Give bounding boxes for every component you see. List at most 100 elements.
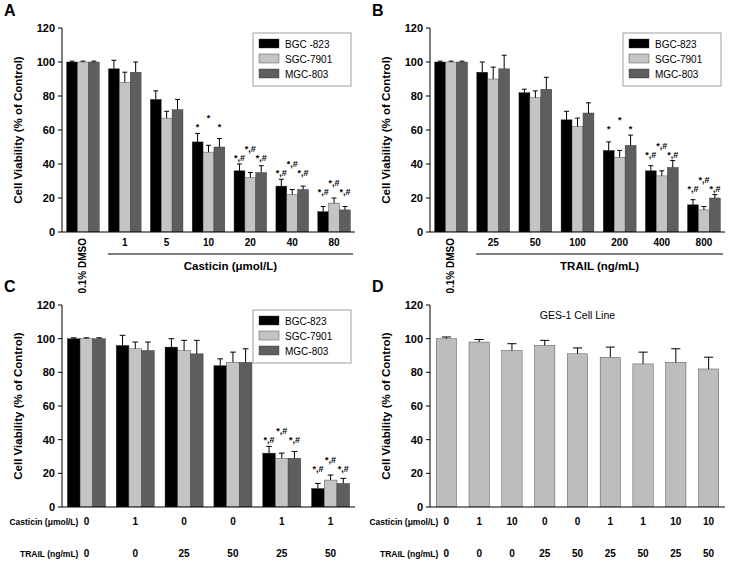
- error-line: [692, 200, 693, 205]
- legend-label: SGC-7901: [285, 54, 333, 65]
- error-bar: [266, 446, 272, 453]
- y-tick-label: 120: [37, 22, 55, 34]
- bar: [192, 142, 203, 232]
- bar: [227, 362, 240, 507]
- error-bar: [279, 453, 285, 458]
- bar: [535, 345, 555, 507]
- annotation: *: [207, 113, 211, 123]
- error-cap: [237, 164, 242, 165]
- bar: [165, 347, 178, 507]
- error-bar: [194, 340, 200, 353]
- bar: [119, 82, 130, 232]
- error-cap: [628, 135, 633, 136]
- y-tick-label: 0: [49, 501, 55, 513]
- error-bar: [638, 352, 647, 364]
- error-bar: [164, 111, 169, 118]
- y-tick-label: 60: [43, 124, 55, 136]
- bar: [67, 339, 80, 507]
- error-bar: [133, 62, 138, 72]
- x-group-line: [108, 254, 353, 255]
- panel-label: D: [372, 278, 384, 295]
- legend-label: MGC-803: [655, 69, 699, 80]
- panel-label: A: [4, 2, 16, 19]
- error-cap: [659, 170, 664, 171]
- error-cap: [71, 337, 77, 338]
- error-cap: [111, 60, 116, 61]
- error-line: [232, 352, 233, 362]
- x-tick-label: 0: [444, 548, 450, 559]
- x-tick-label: 0: [542, 516, 548, 527]
- error-line: [661, 171, 662, 176]
- y-tick: [58, 439, 62, 440]
- y-tick-label: 100: [37, 333, 55, 345]
- y-tick: [426, 198, 430, 199]
- y-tick-label: 20: [411, 467, 423, 479]
- title: GES-1 Cell Line: [540, 309, 615, 321]
- x-tick-label: 0.1% DMSO: [77, 238, 88, 294]
- error-bar: [606, 347, 615, 357]
- y-tick: [426, 96, 430, 97]
- annotation: *,#: [329, 178, 340, 188]
- category-row-label: TRAIL (ng/mL): [20, 549, 79, 559]
- y-tick: [426, 439, 430, 440]
- category-row-label: Casticin (μmol/L): [9, 517, 78, 527]
- y-tick: [426, 338, 430, 339]
- bar: [276, 186, 287, 232]
- error-bar: [153, 91, 158, 100]
- x-tick-label: 200: [611, 237, 628, 248]
- error-cap: [301, 186, 306, 187]
- category-row-label: Casticin (μmol/L): [369, 517, 438, 527]
- bar: [288, 458, 301, 507]
- error-line: [630, 135, 631, 145]
- error-bar: [169, 339, 175, 347]
- error-bar: [230, 352, 236, 362]
- x-tick-label: 0: [84, 548, 90, 559]
- bar: [80, 339, 93, 507]
- annotation: *,#: [339, 187, 350, 197]
- error-line: [135, 342, 136, 349]
- error-line: [482, 62, 483, 72]
- panel: A020406080100120Cell Viability (% of Con…: [4, 2, 355, 294]
- error-line: [250, 173, 251, 178]
- error-bar: [96, 337, 102, 339]
- error-bar: [475, 340, 484, 343]
- y-tick-label: 120: [405, 299, 423, 311]
- error-cap: [217, 358, 223, 359]
- error-line: [269, 446, 270, 453]
- x-tick-label: 1: [122, 237, 128, 248]
- error-cap: [70, 61, 75, 62]
- error-bar: [315, 483, 321, 488]
- error-bar: [659, 171, 664, 176]
- bar: [645, 171, 656, 232]
- y-axis: [430, 305, 431, 507]
- error-bar: [670, 161, 675, 168]
- panel: C020406080100120Cell Viability (% of Con…: [4, 278, 355, 559]
- panel: B020406080100120Cell Viability (% of Con…: [372, 2, 725, 294]
- error-bar: [507, 344, 516, 351]
- error-bar: [70, 61, 75, 63]
- bar: [67, 62, 78, 232]
- error-cap: [544, 77, 549, 78]
- bar: [263, 453, 276, 507]
- error-cap: [480, 62, 485, 63]
- legend-swatch: [259, 39, 279, 48]
- error-bar: [449, 61, 454, 63]
- error-line: [334, 198, 335, 203]
- bar: [150, 99, 161, 232]
- error-cap: [671, 348, 680, 349]
- annotation: *,#: [687, 184, 698, 194]
- error-line: [588, 103, 589, 113]
- category-row-label: TRAIL (ng/mL): [380, 549, 439, 559]
- error-bar: [301, 186, 306, 189]
- error-cap: [266, 446, 272, 447]
- x-tick-label: 25: [488, 237, 500, 248]
- error-bar: [540, 340, 549, 345]
- y-tick-label: 80: [411, 90, 423, 102]
- bar: [572, 127, 583, 232]
- bar: [239, 362, 252, 507]
- error-cap: [96, 337, 102, 338]
- error-bar: [217, 139, 222, 148]
- bar: [245, 178, 256, 232]
- legend-label: MGC-803: [285, 346, 329, 357]
- error-line: [343, 478, 344, 483]
